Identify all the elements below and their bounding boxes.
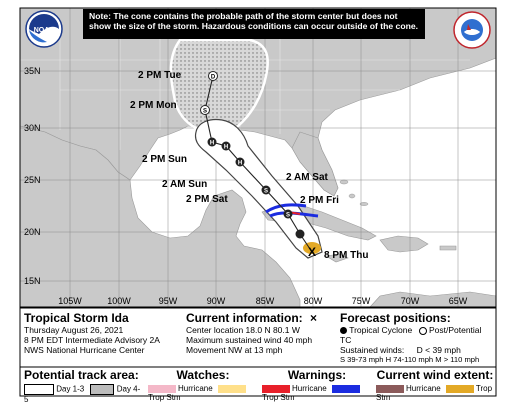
label-2pm-mon: 2 PM Mon — [130, 100, 177, 111]
grid-lines — [20, 8, 496, 307]
map-border — [19, 7, 497, 308]
forecast-time-labels: 8 PM Thu 2 PM Fri 2 AM Sat 2 PM Sat 2 AM… — [130, 70, 368, 261]
cone-day-1-3 — [194, 118, 323, 259]
hurricane-watch-swatch — [148, 384, 176, 393]
wind-extent-title: Current wind extent: — [376, 368, 494, 382]
svg-text:70W: 70W — [401, 296, 420, 306]
label-8pm-thu: 8 PM Thu — [324, 250, 368, 261]
track-area-title: Potential track area: — [24, 368, 139, 382]
svg-text:20N: 20N — [24, 227, 41, 237]
svg-text:90W: 90W — [207, 296, 226, 306]
hurricane-wind-label: Hurricane — [406, 384, 441, 393]
track-area-legend: Potential track area: Day 1-3 Day 4-5 — [24, 368, 144, 404]
ts-watch-label: Trop Stm — [148, 393, 181, 402]
svg-text:25N: 25N — [24, 175, 41, 185]
ts-wind-label: Trop Stm — [376, 384, 493, 402]
mexico-land — [19, 125, 301, 308]
latitude-labels: 35N 30N 25N 20N 15N — [24, 66, 41, 286]
sustained-winds-label: Sustained winds: — [340, 345, 405, 355]
svg-text:S: S — [264, 189, 268, 195]
hispaniola — [379, 235, 429, 253]
tropical-cyclone-label: Tropical Cyclone — [349, 325, 413, 335]
storm-source: NWS National Hurricane Center — [24, 345, 145, 355]
day-1-3-label: Day 1-3 — [56, 384, 85, 394]
svg-text:S: S — [203, 109, 207, 115]
post-tc-label: Post/Potential TC — [340, 325, 482, 345]
warnings-legend: Warnings: Hurricane Trop Stm — [262, 368, 372, 402]
svg-text:35N: 35N — [24, 66, 41, 76]
storm-date: Thursday August 26, 2021 — [24, 325, 124, 335]
svg-text:95W: 95W — [159, 296, 178, 306]
storm-name: Tropical Storm Ida — [24, 311, 129, 325]
current-location: Center location 18.0 N 80.1 W — [186, 325, 300, 335]
forecast-markers: X S S H H H S D — [200, 71, 316, 259]
longitude-labels: 105W 100W 95W 90W 85W 80W 75W 70W 65W — [58, 296, 468, 306]
svg-text:100W: 100W — [107, 296, 131, 306]
label-2pm-tue: 2 PM Tue — [138, 70, 182, 81]
hurricane-wind-swatch — [376, 384, 404, 393]
watches-legend: Watches: Hurricane Trop Stm — [148, 368, 258, 402]
nws-logo — [453, 11, 491, 49]
label-2am-sun: 2 AM Sun — [162, 179, 207, 190]
label-2pm-fri: 2 PM Fri — [300, 195, 339, 206]
cone-disclaimer-note: Note: The cone contains the probable pat… — [83, 9, 425, 39]
svg-text:65W: 65W — [449, 296, 468, 306]
wind-extent-legend: Current wind extent: Hurricane Trop Stm — [376, 368, 494, 402]
current-wind: Maximum sustained wind 40 mph — [186, 335, 313, 345]
forecast-positions-legend: Forecast positions: Tropical Cyclone Pos… — [340, 311, 494, 364]
label-2pm-sun: 2 PM Sun — [142, 154, 187, 165]
hurricane-watch-label: Hurricane — [178, 384, 213, 393]
hurricane-warning-swatch — [262, 384, 290, 393]
storm-info: Tropical Storm Ida Thursday August 26, 2… — [24, 311, 184, 355]
current-position-marker: X — [308, 245, 316, 259]
svg-text:D: D — [211, 75, 216, 81]
svg-text:75W: 75W — [352, 296, 371, 306]
noaa-logo: NOAA — [25, 10, 63, 48]
svg-text:105W: 105W — [58, 296, 82, 306]
ts-wind-swatch — [445, 384, 474, 393]
svg-text:30N: 30N — [24, 123, 41, 133]
tropical-cyclone-icon — [340, 327, 347, 335]
svg-text:S: S — [286, 213, 290, 219]
wind-scale-label: S 39-73 mph H 74-110 mph M > 110 mph — [340, 355, 480, 364]
day-4-5-swatch — [90, 384, 115, 395]
svg-text:H: H — [210, 141, 214, 147]
storm-advisory: 8 PM EDT Intermediate Advisory 2A — [24, 335, 160, 345]
current-movement: Movement NW at 13 mph — [186, 345, 283, 355]
svg-text:80W: 80W — [304, 296, 323, 306]
forecast-positions-title: Forecast positions: — [340, 311, 451, 325]
day-1-3-swatch — [24, 384, 54, 395]
svg-text:85W: 85W — [256, 296, 275, 306]
ts-warning-label: Trop Stm — [262, 393, 295, 402]
jamaica — [325, 253, 349, 263]
puerto-rico — [439, 245, 457, 251]
label-2pm-sat: 2 PM Sat — [186, 194, 228, 205]
watches-title: Watches: — [176, 368, 230, 382]
warnings-title: Warnings: — [287, 368, 347, 382]
svg-text:H: H — [224, 145, 228, 151]
current-info-title: Current information: — [186, 311, 303, 325]
ts-watch-swatch — [217, 384, 246, 393]
hurricane-warning-label: Hurricane — [292, 384, 327, 393]
info-panel-border — [19, 307, 497, 397]
current-info: Current information: × Center location 1… — [186, 311, 336, 355]
svg-text:H: H — [238, 161, 242, 167]
label-2am-sat: 2 AM Sat — [286, 172, 329, 183]
ts-warning-swatch — [331, 384, 360, 393]
wind-d-label: D < 39 mph — [416, 345, 461, 355]
post-tc-icon — [418, 326, 427, 335]
bahamas — [339, 179, 369, 206]
svg-text:15N: 15N — [24, 276, 41, 286]
current-position-legend-icon: × — [310, 311, 318, 325]
svg-text:NOAA: NOAA — [34, 27, 55, 34]
